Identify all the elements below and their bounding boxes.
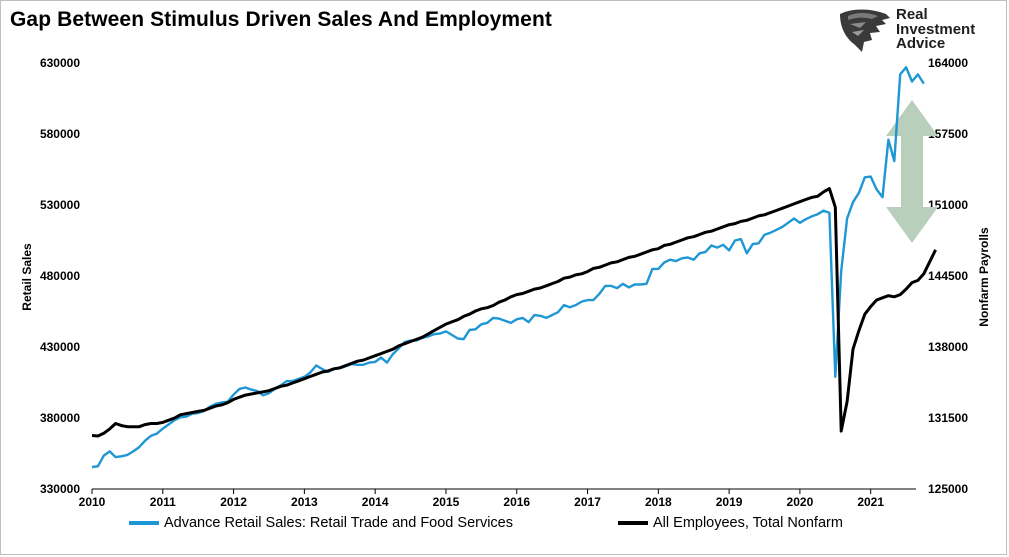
legend-swatch-nonfarm — [618, 521, 648, 525]
y-left-axis-title: Retail Sales — [20, 243, 34, 311]
logo-line-3: Advice — [896, 35, 946, 52]
chart-legend: Advance Retail Sales: Retail Trade and F… — [0, 515, 1009, 537]
gap-arrow-icon — [886, 100, 938, 243]
logo-line-2: Investment — [896, 20, 976, 38]
logo-text: Real Investment Advice — [896, 6, 976, 52]
chart-title: Gap Between Stimulus Driven Sales And Em… — [10, 8, 552, 31]
y-right-tick-label: 157500 — [928, 127, 968, 141]
x-tick-label: 2021 — [857, 495, 884, 509]
x-tick-label: 2019 — [716, 495, 743, 509]
y-right-tick-label: 164000 — [928, 56, 968, 70]
legend-item-retail-sales: Advance Retail Sales: Retail Trade and F… — [129, 515, 513, 531]
legend-label-retail-sales: Advance Retail Sales: Retail Trade and F… — [164, 515, 513, 531]
y-left-tick-label: 530000 — [40, 198, 80, 212]
x-tick-label: 2010 — [79, 495, 106, 509]
y-left-tick-label: 480000 — [40, 269, 80, 283]
x-tick-label: 2020 — [787, 495, 814, 509]
x-tick-label: 2015 — [433, 495, 460, 509]
x-tick-label: 2016 — [503, 495, 530, 509]
series-line-nonfarm — [91, 187, 937, 438]
x-tick-label: 2012 — [220, 495, 247, 509]
x-tick-label: 2011 — [150, 495, 176, 509]
y-right-tick-label: 125000 — [928, 482, 968, 496]
x-tick-label: 2018 — [645, 495, 672, 509]
legend-swatch-retail-sales — [129, 521, 159, 525]
series-line-retail-sales — [91, 66, 925, 469]
logo-line-1: Real — [896, 6, 928, 23]
y-left-tick-label: 430000 — [40, 340, 80, 354]
y-left-tick-label: 630000 — [40, 56, 80, 70]
legend-label-nonfarm: All Employees, Total Nonfarm — [653, 515, 843, 531]
y-left-tick-label: 380000 — [40, 411, 80, 425]
eagle-icon — [840, 9, 890, 52]
x-tick-label: 2014 — [362, 495, 389, 509]
y-right-tick-label: 131500 — [928, 411, 968, 425]
x-tick-label: 2017 — [574, 495, 601, 509]
y-right-axis-title: Nonfarm Payrolls — [977, 227, 991, 327]
y-left-tick-label: 330000 — [40, 482, 80, 496]
x-tick-label: 2013 — [291, 495, 318, 509]
y-left-tick-label: 580000 — [40, 127, 80, 141]
legend-item-nonfarm: All Employees, Total Nonfarm — [618, 515, 843, 531]
y-right-tick-label: 144500 — [928, 269, 968, 283]
y-right-tick-label: 151000 — [928, 198, 968, 212]
real-investment-advice-logo: Real Investment Advice — [836, 6, 1006, 58]
y-right-tick-label: 138000 — [928, 340, 968, 354]
